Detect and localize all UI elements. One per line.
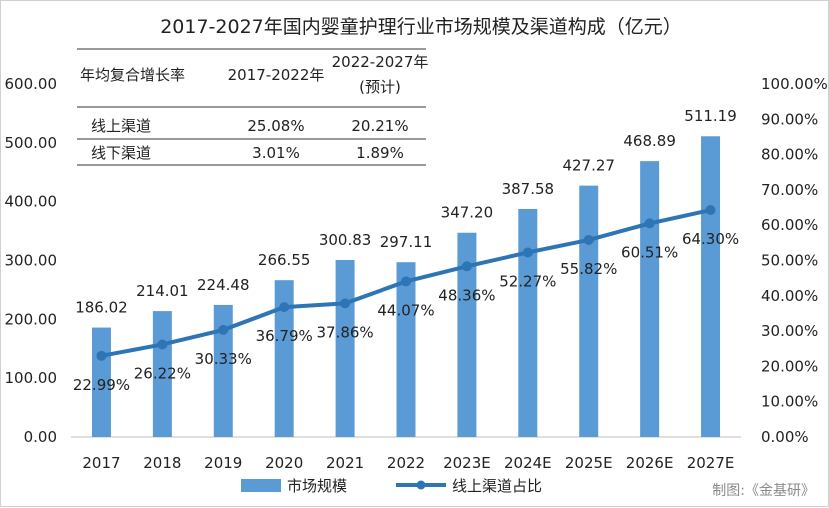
left-axis-tick-label: 300.00 — [5, 252, 58, 270]
bar-data-label: 387.58 — [502, 180, 555, 198]
bar — [518, 208, 538, 437]
x-axis-tick-label: 2020 — [265, 454, 303, 472]
bar — [335, 260, 355, 437]
table-header-period-2: 2022-2027年 — [332, 53, 429, 71]
right-axis: 0.00% 10.00% 20.00% 30.00% 40.00% 50.00% 60.00… — [761, 75, 828, 446]
left-axis-tick-label: 500.00 — [5, 134, 58, 152]
right-axis-tick-label: 70.00% — [761, 181, 818, 199]
line-data-label: 60.51% — [621, 243, 678, 261]
line-point — [96, 350, 107, 361]
left-axis-tick-label: 200.00 — [5, 310, 58, 328]
right-axis-tick-label: 30.00% — [761, 322, 818, 340]
right-axis-tick-label: 60.00% — [761, 216, 818, 234]
line-series — [96, 205, 716, 361]
left-axis-tick-label: 100.00 — [5, 369, 58, 387]
line-point — [340, 298, 351, 309]
bar — [579, 185, 599, 437]
table-header-metric: 年均复合增长率 — [80, 66, 185, 84]
right-axis-tick-label: 90.00% — [761, 110, 818, 128]
bar-data-label: 266.55 — [258, 251, 311, 269]
right-axis-tick-label: 40.00% — [761, 287, 818, 305]
legend-bar-label: 市场规模 — [287, 477, 347, 495]
source-note: 制图:《金基研》 — [712, 482, 815, 499]
line-point — [705, 205, 716, 216]
table-row-online-v2: 20.21% — [351, 117, 408, 135]
line-point — [461, 261, 472, 272]
line-point — [157, 339, 168, 350]
line-point — [583, 234, 594, 245]
bar-data-label: 511.19 — [684, 107, 737, 125]
x-axis-tick-label: 2023E — [443, 454, 491, 472]
bar — [640, 161, 660, 437]
bar-data-label: 347.20 — [441, 204, 494, 222]
line-point — [218, 324, 229, 335]
left-axis-tick-label: 400.00 — [5, 193, 58, 211]
right-axis-tick-label: 20.00% — [761, 357, 818, 375]
bar-data-label: 427.27 — [562, 157, 615, 175]
x-axis-tick-label: 2017 — [82, 454, 120, 472]
bar — [457, 232, 477, 437]
legend: 市场规模 线上渠道占比 — [241, 477, 542, 495]
line-point — [401, 276, 411, 287]
right-axis-tick-label: 0.00% — [761, 428, 809, 446]
bar — [274, 280, 294, 437]
right-axis-tick-label: 80.00% — [761, 146, 818, 164]
bar-data-label: 300.83 — [319, 231, 372, 249]
bar-data-label: 297.11 — [380, 233, 433, 251]
right-axis-tick-label: 100.00% — [761, 75, 828, 93]
x-axis-tick-label: 2018 — [143, 454, 181, 472]
chart-title: 2017-2027年国内婴童护理行业市场规模及渠道构成（亿元） — [160, 16, 682, 38]
bar-data-label: 186.02 — [75, 299, 128, 317]
table-header-period-2-note: (预计) — [359, 78, 401, 96]
left-axis: 0.00 100.00 200.00 300.00 400.00 500.00 600.00 — [5, 75, 58, 446]
table-row-offline-v1: 3.01% — [252, 144, 300, 162]
line-data-label: 36.79% — [256, 327, 313, 345]
table-row-online-label: 线上渠道 — [91, 117, 151, 135]
x-axis: 2017 2018 2019 2020 2021 2022 2023E 2024E 2025E 2… — [71, 436, 741, 472]
table-row-offline-v2: 1.89% — [356, 144, 404, 162]
line-data-label: 52.27% — [499, 272, 556, 290]
x-axis-tick-label: 2027E — [687, 454, 735, 472]
left-axis-tick-label: 600.00 — [5, 75, 58, 93]
right-axis-tick-label: 50.00% — [761, 252, 818, 270]
line-data-label: 55.82% — [560, 260, 617, 278]
bar — [213, 304, 233, 437]
line-data-label: 64.30% — [682, 230, 739, 248]
line-labels: 22.99%26.22%30.33%36.79% 37.86%44.07%48.3… — [73, 230, 739, 394]
line-point — [279, 302, 290, 313]
legend-line-label: 线上渠道占比 — [452, 477, 542, 495]
bar — [701, 136, 721, 437]
x-axis-tick-label: 2019 — [204, 454, 242, 472]
x-axis-tick-label: 2021 — [326, 454, 364, 472]
x-axis-tick-label: 2022 — [387, 454, 425, 472]
right-axis-tick-label: 10.00% — [761, 393, 818, 411]
table-header-period-1: 2017-2022年 — [228, 66, 325, 84]
table-row-online-v1: 25.08% — [247, 117, 304, 135]
x-axis-tick-label: 2026E — [626, 454, 674, 472]
x-axis-tick-label: 2024E — [504, 454, 552, 472]
line-data-label: 30.33% — [195, 350, 252, 368]
legend-bar-swatch — [241, 479, 281, 492]
table-row-offline-label: 线下渠道 — [91, 144, 151, 162]
bar-data-label: 468.89 — [623, 132, 676, 150]
line-point — [522, 247, 533, 258]
left-axis-tick-label: 0.00 — [24, 428, 57, 446]
line-data-label: 26.22% — [134, 364, 191, 382]
bar-data-label: 224.48 — [197, 276, 250, 294]
line-data-label: 37.86% — [316, 323, 373, 341]
inset-cagr-table: 年均复合增长率 2017-2022年 2022-2027年 (预计) 线上渠道 … — [77, 48, 429, 166]
line-data-label: 44.07% — [377, 301, 434, 319]
line-point — [644, 218, 655, 229]
line-data-label: 48.36% — [438, 286, 495, 304]
x-axis-tick-label: 2025E — [565, 454, 613, 472]
legend-line-marker — [416, 480, 426, 490]
bar-data-label: 214.01 — [136, 282, 189, 300]
line-data-label: 22.99% — [73, 376, 130, 394]
bar — [396, 262, 416, 437]
bar-labels: 186.02 214.01 224.48 266.55 300.83 297.11 347.… — [75, 107, 737, 316]
